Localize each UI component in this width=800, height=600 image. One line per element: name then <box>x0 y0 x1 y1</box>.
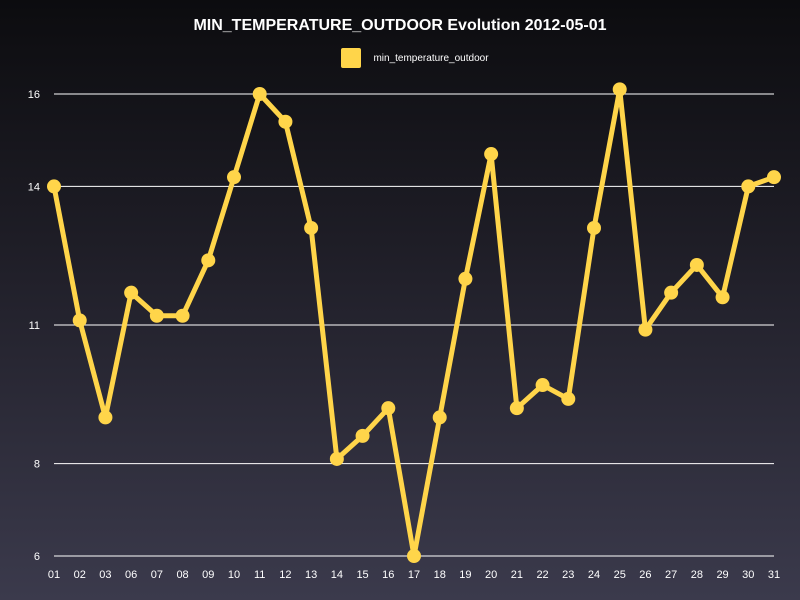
data-point[interactable] <box>638 322 653 337</box>
x-tick-label: 11 <box>254 569 265 581</box>
data-point[interactable] <box>664 285 679 300</box>
x-tick-label: 19 <box>459 569 471 581</box>
x-tick-label: 02 <box>74 569 86 581</box>
y-tick-label: 14 <box>28 181 40 193</box>
x-tick-label: 27 <box>665 569 677 581</box>
data-point[interactable] <box>458 271 473 286</box>
data-point[interactable] <box>329 451 344 466</box>
data-point[interactable] <box>561 391 576 406</box>
x-tick-label: 08 <box>176 569 188 581</box>
data-point[interactable] <box>175 308 190 323</box>
series-line <box>51 86 777 559</box>
data-point[interactable] <box>432 410 447 425</box>
x-tick-label: 01 <box>48 569 60 581</box>
y-tick-label: 6 <box>34 551 40 563</box>
y-tick-label: 8 <box>34 459 40 471</box>
data-point[interactable] <box>124 285 139 300</box>
x-tick-label: 13 <box>305 569 317 581</box>
data-point[interactable] <box>72 313 87 328</box>
x-tick-label: 07 <box>151 569 163 581</box>
data-point[interactable] <box>407 549 421 563</box>
data-point[interactable] <box>612 82 627 97</box>
chart-title: MIN_TEMPERATURE_OUTDOOR Evolution 2012-0… <box>193 17 607 34</box>
legend: min_temperature_outdoor <box>0 48 800 68</box>
grid-layer <box>54 93 774 557</box>
data-point[interactable] <box>381 401 396 416</box>
x-tick-label: 16 <box>382 569 394 581</box>
x-tick-label: 14 <box>331 569 343 581</box>
data-point[interactable] <box>484 147 499 162</box>
x-tick-label: 26 <box>639 569 651 581</box>
y-tick-label: 11 <box>29 320 40 332</box>
x-tick-label: 03 <box>99 569 111 581</box>
x-tick-label: 29 <box>716 569 728 581</box>
data-point[interactable] <box>98 410 113 425</box>
series-layer <box>47 82 781 563</box>
data-point[interactable] <box>278 114 293 129</box>
data-point[interactable] <box>227 170 241 185</box>
legend-label: min_temperature_outdoor <box>373 52 489 64</box>
data-point[interactable] <box>715 290 730 305</box>
x-tick-label: 28 <box>691 569 703 581</box>
data-point[interactable] <box>201 253 216 268</box>
x-tick-label: 06 <box>125 569 137 581</box>
data-point[interactable] <box>509 401 524 416</box>
x-tick-label: 31 <box>768 569 780 581</box>
data-point[interactable] <box>355 428 370 443</box>
data-point[interactable] <box>689 257 704 272</box>
x-tick-label: 20 <box>485 569 497 581</box>
data-point[interactable] <box>587 220 601 235</box>
y-tick-label: 16 <box>28 89 40 101</box>
x-tick-label: 10 <box>228 569 240 581</box>
x-tick-label: 15 <box>356 569 368 581</box>
x-tick-label: 21 <box>511 569 523 581</box>
data-point[interactable] <box>304 220 319 235</box>
data-point[interactable] <box>252 87 267 101</box>
x-tick-labels: 01 02 03 06 07 08 09 10 11 12 13 14 15 16 17 18 19 20 21 22… <box>48 569 780 581</box>
data-point[interactable] <box>535 378 550 393</box>
x-tick-label: 12 <box>279 569 291 581</box>
x-tick-label: 23 <box>562 569 574 581</box>
x-tick-label: 30 <box>742 569 754 581</box>
x-tick-label: 22 <box>536 569 548 581</box>
x-tick-label: 25 <box>614 569 626 581</box>
x-tick-label: 17 <box>408 569 420 581</box>
data-point[interactable] <box>47 179 61 194</box>
data-point[interactable] <box>149 308 164 323</box>
x-tick-label: 24 <box>588 569 600 581</box>
data-point[interactable] <box>767 170 781 185</box>
legend-swatch <box>341 48 362 68</box>
y-tick-labels: 6 8 11 14 16 <box>28 89 40 563</box>
data-point[interactable] <box>741 179 756 194</box>
x-tick-label: 18 <box>434 569 446 581</box>
x-tick-label: 09 <box>202 569 214 581</box>
